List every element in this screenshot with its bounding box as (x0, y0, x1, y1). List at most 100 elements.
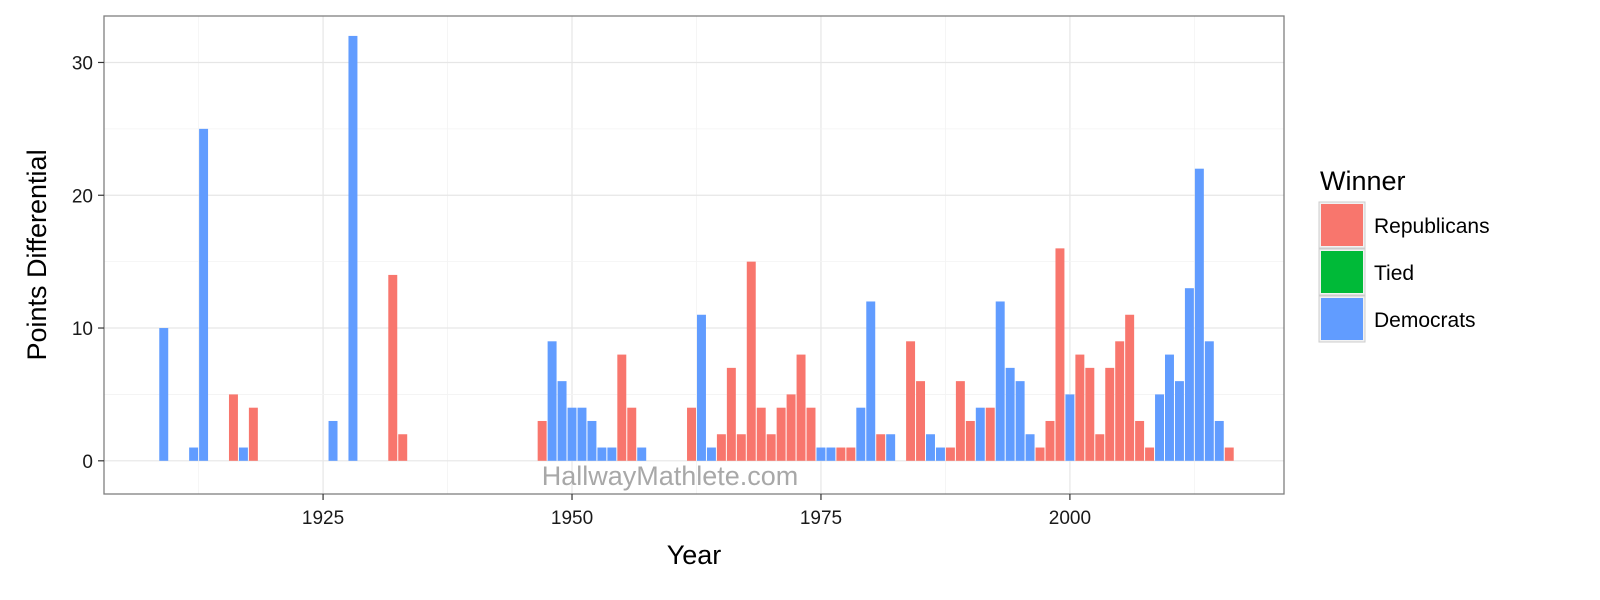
bar-democrats-1928 (348, 35, 358, 461)
bar-republicans-1972 (786, 394, 796, 461)
bar-democrats-1953 (597, 447, 607, 461)
bar-democrats-1951 (577, 407, 587, 461)
bar-republicans-1955 (617, 354, 627, 461)
bar-republicans-1981 (876, 434, 886, 461)
y-tick-label: 10 (72, 319, 93, 340)
y-axis-title: Points Differential (22, 149, 52, 360)
bar-democrats-1996 (1025, 434, 1035, 461)
bar-democrats-1926 (328, 420, 338, 461)
bar-democrats-1949 (557, 381, 567, 461)
bar-democrats-1912 (189, 447, 199, 461)
bar-republicans-1997 (1035, 447, 1045, 461)
bar-democrats-2009 (1155, 394, 1165, 461)
bar-democrats-1954 (607, 447, 617, 461)
bar-democrats-1913 (199, 128, 209, 461)
bar-democrats-2010 (1165, 354, 1174, 461)
bar-democrats-1957 (637, 447, 647, 461)
bar-republicans-1969 (756, 407, 766, 461)
bar-republicans-2006 (1125, 314, 1135, 461)
bar-democrats-1952 (587, 420, 597, 461)
bar-republicans-2001 (1075, 354, 1085, 461)
legend-label-republicans: Republicans (1374, 215, 1490, 238)
x-tick-label: 1925 (302, 508, 344, 529)
bar-republicans-2002 (1085, 367, 1095, 461)
bar-republicans-1967 (736, 434, 746, 461)
bar-republicans-1918 (248, 407, 258, 461)
legend-swatch-republicans (1321, 204, 1363, 246)
bar-republicans-1973 (796, 354, 806, 461)
bar-republicans-1962 (687, 407, 696, 461)
bar-democrats-1976 (826, 447, 836, 461)
bar-democrats-1909 (159, 328, 169, 461)
bar-democrats-1948 (547, 341, 557, 461)
bar-democrats-1980 (866, 301, 876, 461)
bar-republicans-1965 (716, 434, 726, 461)
bar-republicans-1974 (806, 407, 816, 461)
bar-republicans-1998 (1045, 420, 1055, 461)
bar-republicans-1956 (627, 407, 637, 461)
bar-republicans-1988 (945, 447, 955, 461)
bar-republicans-1985 (916, 381, 926, 461)
legend-swatch-tied (1321, 251, 1363, 293)
bar-democrats-1991 (975, 407, 985, 461)
bar-republicans-1932 (388, 274, 398, 461)
bar-democrats-1950 (567, 407, 577, 461)
legend-label-democrats: Democrats (1374, 309, 1476, 332)
y-tick-label: 0 (82, 452, 93, 473)
bar-democrats-1917 (238, 447, 248, 461)
x-tick-label: 1950 (551, 508, 593, 529)
bar-democrats-1982 (886, 434, 896, 461)
bar-republicans-1916 (228, 394, 238, 461)
bar-democrats-2013 (1194, 168, 1204, 461)
legend-label-tied: Tied (1374, 262, 1414, 285)
x-tick-label: 2000 (1049, 508, 1091, 529)
bar-democrats-1975 (816, 447, 826, 461)
bar-republicans-1990 (965, 420, 975, 461)
y-tick-label: 30 (72, 53, 93, 74)
bar-democrats-2000 (1065, 394, 1075, 461)
bar-democrats-1987 (935, 447, 945, 461)
bar-republicans-1966 (726, 367, 736, 461)
bar-democrats-1995 (1015, 381, 1025, 461)
bar-democrats-1994 (1005, 367, 1015, 461)
bar-republicans-1978 (846, 447, 856, 461)
bar-republicans-1989 (955, 381, 965, 461)
bar-republicans-2003 (1095, 434, 1105, 461)
plot-border (103, 15, 1285, 495)
legend: Winner Republicans Tied Democrats (1318, 166, 1490, 343)
bar-republicans-2016 (1224, 447, 1234, 461)
bar-republicans-1947 (537, 420, 547, 461)
bar-republicans-2005 (1115, 341, 1125, 461)
bar-republicans-1968 (746, 261, 756, 461)
bar-democrats-1979 (856, 407, 866, 461)
watermark-text: HallwayMathlete.com (542, 461, 799, 491)
bar-democrats-1963 (696, 314, 706, 461)
bar-democrats-2015 (1214, 420, 1224, 461)
bar-republicans-1984 (906, 341, 916, 461)
y-axis: 0 10 20 30 (72, 53, 104, 473)
bar-republicans-1999 (1055, 248, 1065, 461)
x-tick-label: 1975 (800, 508, 842, 529)
bar-republicans-1970 (766, 434, 776, 461)
bar-republicans-1971 (776, 407, 786, 461)
bar-democrats-2011 (1174, 381, 1184, 461)
legend-items: Republicans Tied Democrats (1318, 201, 1490, 343)
bar-democrats-1986 (926, 434, 935, 461)
bar-republicans-1933 (398, 434, 408, 461)
bar-democrats-2012 (1184, 288, 1194, 461)
x-axis-title: Year (667, 540, 722, 570)
bar-republicans-2008 (1145, 447, 1155, 461)
bar-democrats-1964 (706, 447, 716, 461)
bar-democrats-1993 (995, 301, 1005, 461)
bar-republicans-2007 (1135, 420, 1145, 461)
bars-group (159, 35, 1234, 461)
bar-republicans-1977 (836, 447, 846, 461)
legend-title: Winner (1320, 166, 1406, 196)
bar-democrats-2014 (1204, 341, 1214, 461)
bar-republicans-2004 (1105, 367, 1115, 461)
x-axis: 1925 1950 1975 2000 (302, 494, 1091, 529)
legend-swatch-democrats (1321, 298, 1363, 340)
y-tick-label: 20 (72, 186, 93, 207)
